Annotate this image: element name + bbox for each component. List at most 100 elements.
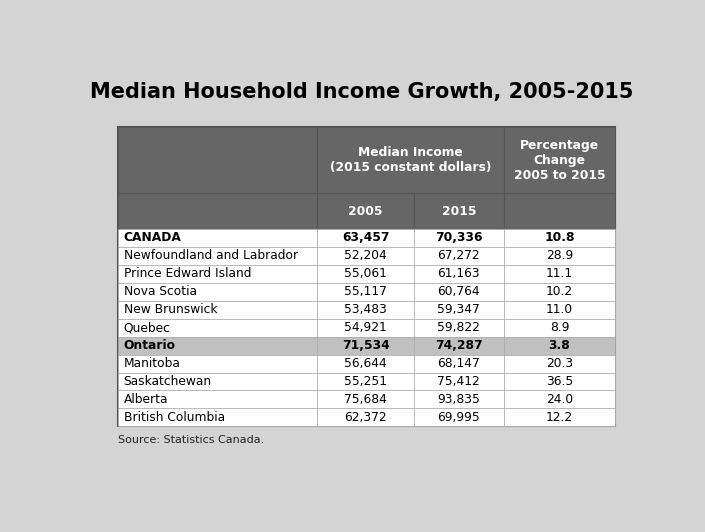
Text: Alberta: Alberta <box>123 393 168 406</box>
Bar <box>414 372 503 390</box>
Bar <box>317 127 503 193</box>
Text: 10.8: 10.8 <box>544 231 575 245</box>
Text: 93,835: 93,835 <box>437 393 480 406</box>
Text: Saskatchewan: Saskatchewan <box>123 375 212 388</box>
Bar <box>317 301 414 319</box>
Bar <box>317 265 414 283</box>
Bar <box>317 372 414 390</box>
Text: 71,534: 71,534 <box>342 339 389 352</box>
Bar <box>503 127 615 193</box>
Text: 55,117: 55,117 <box>344 285 387 298</box>
Bar <box>503 193 615 229</box>
Text: Quebec: Quebec <box>123 321 171 334</box>
Bar <box>503 301 615 319</box>
Text: 3.8: 3.8 <box>548 339 570 352</box>
Text: 28.9: 28.9 <box>546 250 573 262</box>
Bar <box>414 319 503 337</box>
Bar <box>317 319 414 337</box>
Text: 2005: 2005 <box>348 205 383 218</box>
Text: 11.0: 11.0 <box>546 303 573 316</box>
Text: Percentage
Change
2005 to 2015: Percentage Change 2005 to 2015 <box>514 139 606 182</box>
Bar <box>317 283 414 301</box>
Bar <box>414 355 503 372</box>
Bar <box>118 319 317 337</box>
Text: CANADA: CANADA <box>123 231 181 245</box>
Bar <box>414 229 503 247</box>
Bar <box>118 247 317 265</box>
Text: 12.2: 12.2 <box>546 411 573 424</box>
Text: 52,204: 52,204 <box>344 250 387 262</box>
Bar <box>317 229 414 247</box>
Text: 54,921: 54,921 <box>344 321 387 334</box>
Bar <box>414 301 503 319</box>
Bar <box>414 337 503 355</box>
Text: 55,061: 55,061 <box>344 268 387 280</box>
Bar <box>317 193 414 229</box>
Text: 69,995: 69,995 <box>437 411 480 424</box>
Bar <box>118 355 317 372</box>
Bar <box>118 265 317 283</box>
Text: 36.5: 36.5 <box>546 375 573 388</box>
Bar <box>118 337 317 355</box>
Bar <box>317 247 414 265</box>
Bar <box>118 193 317 229</box>
Bar <box>414 265 503 283</box>
Bar <box>414 409 503 426</box>
Bar <box>503 355 615 372</box>
Bar <box>414 193 503 229</box>
Text: Median Household Income Growth, 2005-2015: Median Household Income Growth, 2005-201… <box>90 82 633 102</box>
Bar <box>317 390 414 409</box>
Bar <box>503 229 615 247</box>
Text: Manitoba: Manitoba <box>123 357 180 370</box>
Bar <box>118 127 317 193</box>
Text: British Columbia: British Columbia <box>123 411 225 424</box>
Bar <box>118 301 317 319</box>
Bar <box>317 337 414 355</box>
Text: 75,684: 75,684 <box>344 393 387 406</box>
Bar <box>414 283 503 301</box>
Text: 59,822: 59,822 <box>437 321 480 334</box>
Bar <box>503 247 615 265</box>
Text: Source: Statistics Canada.: Source: Statistics Canada. <box>118 435 264 445</box>
Bar <box>503 283 615 301</box>
Text: 67,272: 67,272 <box>437 250 480 262</box>
Text: Ontario: Ontario <box>123 339 176 352</box>
Bar <box>118 283 317 301</box>
Text: 20.3: 20.3 <box>546 357 573 370</box>
Text: 10.2: 10.2 <box>546 285 573 298</box>
Bar <box>118 229 317 247</box>
Text: 61,163: 61,163 <box>437 268 480 280</box>
Text: 55,251: 55,251 <box>344 375 387 388</box>
Text: 2015: 2015 <box>441 205 476 218</box>
Text: 68,147: 68,147 <box>437 357 480 370</box>
Bar <box>503 390 615 409</box>
Text: 8.9: 8.9 <box>550 321 569 334</box>
Text: 63,457: 63,457 <box>342 231 389 245</box>
Text: 53,483: 53,483 <box>344 303 387 316</box>
Text: Median Income
(2015 constant dollars): Median Income (2015 constant dollars) <box>330 146 491 174</box>
Bar <box>414 390 503 409</box>
Bar <box>317 409 414 426</box>
Text: 60,764: 60,764 <box>437 285 480 298</box>
Text: 75,412: 75,412 <box>437 375 480 388</box>
Text: 74,287: 74,287 <box>435 339 482 352</box>
Text: 70,336: 70,336 <box>435 231 482 245</box>
Text: 11.1: 11.1 <box>546 268 573 280</box>
Bar <box>118 409 317 426</box>
Bar <box>414 247 503 265</box>
Bar <box>503 319 615 337</box>
Bar <box>118 372 317 390</box>
Bar <box>317 355 414 372</box>
Bar <box>503 337 615 355</box>
Text: Prince Edward Island: Prince Edward Island <box>123 268 251 280</box>
Text: 59,347: 59,347 <box>437 303 480 316</box>
Text: New Brunswick: New Brunswick <box>123 303 217 316</box>
Text: 56,644: 56,644 <box>344 357 387 370</box>
Bar <box>503 372 615 390</box>
Text: Newfoundland and Labrador: Newfoundland and Labrador <box>123 250 298 262</box>
Bar <box>118 127 615 426</box>
Bar <box>503 409 615 426</box>
Bar <box>118 390 317 409</box>
Text: Nova Scotia: Nova Scotia <box>123 285 197 298</box>
Text: 24.0: 24.0 <box>546 393 573 406</box>
